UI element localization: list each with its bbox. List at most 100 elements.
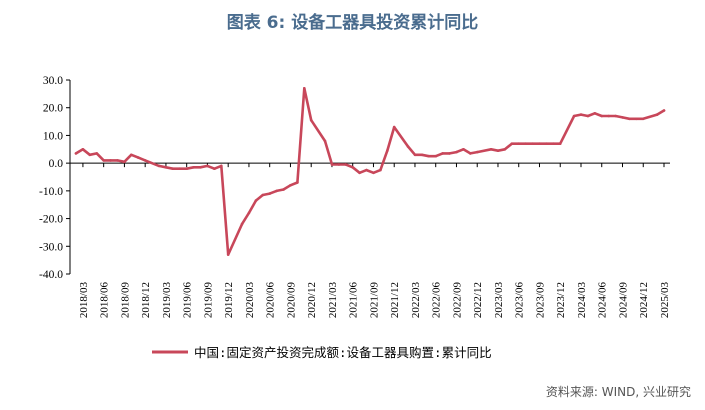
data-point xyxy=(74,152,78,155)
data-point xyxy=(88,153,92,157)
data-point xyxy=(192,166,195,169)
data-point xyxy=(496,149,500,152)
data-point xyxy=(448,152,451,155)
data-point xyxy=(586,114,590,118)
series-layer xyxy=(74,87,666,256)
x-tick-label: 2020/12 xyxy=(306,282,318,318)
data-point xyxy=(213,167,216,170)
data-point xyxy=(309,118,313,122)
data-point xyxy=(95,152,99,155)
data-point xyxy=(531,142,534,145)
data-point xyxy=(510,142,514,145)
x-tick-label: 2023/03 xyxy=(493,282,505,319)
data-point xyxy=(351,166,355,169)
y-tick-label: -30.0 xyxy=(39,241,63,253)
data-point xyxy=(282,188,285,191)
data-point xyxy=(621,116,624,119)
data-point xyxy=(558,142,562,145)
data-point xyxy=(572,114,576,118)
y-tick-label: 10.0 xyxy=(43,130,63,142)
x-tick-label: 2024/12 xyxy=(638,282,650,318)
data-point xyxy=(330,163,334,166)
series-line-0 xyxy=(74,87,666,256)
data-point xyxy=(386,149,389,152)
x-tick-label: 2019/09 xyxy=(202,282,214,319)
legend: 中国:固定资产投资完成额:设备工器具购置:累计同比 xyxy=(152,345,492,360)
x-tick-label: 2018/12 xyxy=(140,282,152,318)
x-tick-label: 2022/09 xyxy=(451,282,463,319)
data-point xyxy=(552,142,555,145)
data-point xyxy=(157,164,161,168)
data-point xyxy=(379,168,382,172)
data-point xyxy=(116,159,119,162)
x-tick-label: 2020/03 xyxy=(244,282,256,319)
data-point xyxy=(475,150,479,154)
data-point xyxy=(392,125,396,129)
x-tick-label: 2022/03 xyxy=(410,282,422,319)
x-tick-label: 2019/06 xyxy=(182,282,194,319)
x-tick-label: 2021/12 xyxy=(389,282,401,318)
data-point xyxy=(635,117,638,121)
x-tick-label: 2024/03 xyxy=(576,282,588,319)
data-point xyxy=(143,159,147,162)
y-axis: 30.0 20.0 10.0 0.0 -10.0 -20.0 -30.0 -40.0 xyxy=(39,75,71,281)
data-point xyxy=(226,253,230,256)
data-point xyxy=(344,163,348,166)
chart-title: 图表 6: 设备工器具投资累计同比 xyxy=(226,13,479,33)
x-tick-label: 2023/09 xyxy=(534,282,546,319)
x-axis: 2018/03 2018/06 2018/09 2018/12 2019/03 2019/… xyxy=(70,162,671,319)
data-point xyxy=(413,153,417,157)
x-tick-label: 2018/06 xyxy=(99,282,111,319)
data-point xyxy=(337,163,341,166)
data-point xyxy=(303,87,306,90)
data-point xyxy=(372,171,375,175)
data-point xyxy=(178,167,182,170)
x-tick-label: 2021/06 xyxy=(348,282,360,319)
y-tick-label: -10.0 xyxy=(39,186,63,198)
source-note: 资料来源: WIND, 兴业研究 xyxy=(545,385,691,399)
data-point xyxy=(275,189,278,193)
x-tick-label: 2021/09 xyxy=(368,282,380,319)
data-point xyxy=(489,148,493,151)
x-tick-label: 2024/09 xyxy=(617,282,629,319)
y-tick-label: 20.0 xyxy=(43,103,63,115)
data-point xyxy=(81,148,85,151)
data-point xyxy=(434,154,438,158)
data-point xyxy=(579,113,583,116)
data-point xyxy=(171,167,175,170)
data-point xyxy=(323,139,327,143)
data-point xyxy=(524,142,527,145)
data-point xyxy=(261,193,265,197)
data-point xyxy=(641,117,645,121)
x-tick-label: 2022/06 xyxy=(431,282,443,319)
x-tick-label: 2019/12 xyxy=(223,282,235,318)
data-point xyxy=(655,113,659,116)
data-point xyxy=(254,199,258,202)
y-tick-label: 0.0 xyxy=(49,158,64,170)
x-tick-label: 2023/12 xyxy=(555,282,567,318)
data-point xyxy=(469,152,472,155)
data-point xyxy=(247,211,251,215)
data-point xyxy=(427,154,431,158)
data-point xyxy=(123,160,126,164)
x-tick-label: 2025/03 xyxy=(659,282,671,319)
legend-label: 中国:固定资产投资完成额:设备工器具购置:累计同比 xyxy=(194,345,492,360)
x-tick-label: 2023/06 xyxy=(514,282,526,319)
data-point xyxy=(614,114,617,118)
data-point xyxy=(268,192,272,195)
data-point xyxy=(199,166,202,169)
data-point xyxy=(503,148,507,151)
x-tick-label: 2020/09 xyxy=(285,282,297,319)
data-point xyxy=(538,142,541,145)
data-point xyxy=(358,171,361,175)
data-point xyxy=(517,142,520,145)
x-tick-label: 2022/12 xyxy=(472,282,484,318)
data-point xyxy=(365,168,368,172)
data-point xyxy=(137,156,140,159)
data-point xyxy=(130,153,133,157)
data-point xyxy=(662,109,666,112)
data-point xyxy=(102,159,105,162)
data-point xyxy=(600,114,603,118)
data-point xyxy=(441,152,444,155)
